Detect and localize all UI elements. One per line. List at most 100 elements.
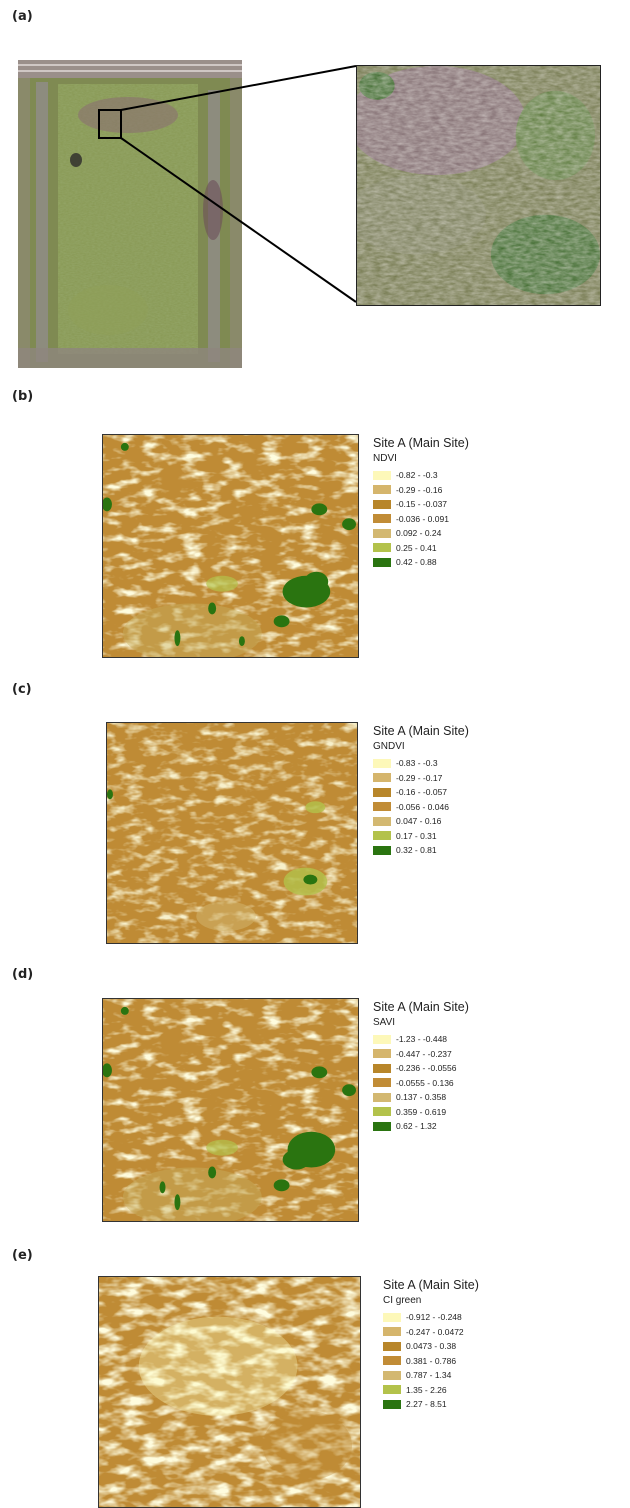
legend-item-label: 0.42 - 0.88: [396, 557, 437, 568]
legend-item-label: 0.17 - 0.31: [396, 830, 437, 841]
legend-item: -0.236 - -0.0556: [373, 1061, 469, 1076]
legend-site-title: Site A (Main Site): [383, 1278, 479, 1292]
legend-item-label: -0.16 - -0.057: [396, 787, 448, 798]
panel-b-label: (b): [12, 389, 34, 404]
legend-swatch: [373, 557, 391, 567]
legend-item: -0.447 - -0.237: [373, 1047, 469, 1062]
legend-item: -0.247 - 0.0472: [383, 1325, 479, 1340]
legend-swatch: [373, 845, 391, 855]
legend-swatch: [383, 1370, 401, 1380]
legend-swatch: [373, 485, 391, 495]
legend-item-label: -0.247 - 0.0472: [406, 1326, 464, 1337]
legend-item: 2.27 - 8.51: [383, 1397, 479, 1412]
legend-swatch: [373, 787, 391, 797]
legend-swatch: [383, 1327, 401, 1337]
legend-item: 0.047 - 0.16: [373, 814, 469, 829]
panel-e-label: (e): [12, 1248, 33, 1263]
legend-item-label: 1.35 - 2.26: [406, 1384, 447, 1395]
legend-item-label: -0.236 - -0.0556: [396, 1063, 457, 1074]
legend-swatch: [373, 816, 391, 826]
legend-site-title: Site A (Main Site): [373, 436, 469, 450]
legend-item: -0.912 - -0.248: [383, 1310, 479, 1325]
legend-swatch: [373, 831, 391, 841]
legend-item: 0.359 - 0.619: [373, 1105, 469, 1120]
legend-item-label: 0.359 - 0.619: [396, 1106, 447, 1117]
legend-item: -0.15 - -0.037: [373, 497, 469, 512]
panel-c-label: (c): [12, 682, 32, 697]
legend-item: -0.29 - -0.16: [373, 483, 469, 498]
legend-item: -0.0555 - 0.136: [373, 1076, 469, 1091]
ndvi-map: [102, 434, 359, 658]
ci-green-map: [98, 1276, 361, 1508]
legend-item: 0.092 - 0.24: [373, 526, 469, 541]
legend-item-label: 0.047 - 0.16: [396, 816, 442, 827]
legend-item-label: -1.23 - -0.448: [396, 1034, 448, 1045]
legend-item-label: -0.83 - -0.3: [396, 758, 438, 769]
legend-item: -0.036 - 0.091: [373, 512, 469, 527]
legend-item-label: 0.25 - 0.41: [396, 542, 437, 553]
legend-swatch: [373, 1092, 391, 1102]
legend-item: 0.32 - 0.81: [373, 843, 469, 858]
legend-item-label: 0.0473 - 0.38: [406, 1341, 457, 1352]
legend-item: -1.23 - -0.448: [373, 1032, 469, 1047]
legend-item: 1.35 - 2.26: [383, 1383, 479, 1398]
savi-map: [102, 998, 359, 1222]
legend-swatch: [383, 1399, 401, 1409]
legend-swatch: [383, 1385, 401, 1395]
legend-item-label: -0.29 - -0.17: [396, 772, 443, 783]
legend-index-name: GNDVI: [373, 741, 405, 752]
legend-swatch: [373, 528, 391, 538]
legend-swatch: [373, 1107, 391, 1117]
legend-item-label: 2.27 - 8.51: [406, 1399, 447, 1410]
legend-item-label: -0.0555 - 0.136: [396, 1077, 454, 1088]
legend-swatch: [383, 1341, 401, 1351]
legend-item: 0.62 - 1.32: [373, 1119, 469, 1134]
legend-item-label: -0.29 - -0.16: [396, 484, 443, 495]
zoom-connector: [98, 65, 357, 303]
legend-item-label: -0.82 - -0.3: [396, 470, 438, 481]
legend-item: -0.16 - -0.057: [373, 785, 469, 800]
panel-a-label: (a): [12, 9, 33, 24]
legend-item-label: 0.787 - 1.34: [406, 1370, 452, 1381]
legend-swatch: [373, 1049, 391, 1059]
legend-swatch: [373, 773, 391, 783]
legend-item-label: -0.447 - -0.237: [396, 1048, 452, 1059]
legend-item-label: 0.092 - 0.24: [396, 528, 442, 539]
legend-item: 0.42 - 0.88: [373, 555, 469, 570]
legend-index-name: CI green: [383, 1295, 422, 1306]
legend-item-label: -0.15 - -0.037: [396, 499, 448, 510]
legend-item: 0.381 - 0.786: [383, 1354, 479, 1369]
legend-site-title: Site A (Main Site): [373, 1000, 469, 1014]
legend-item: -0.056 - 0.046: [373, 800, 469, 815]
zoomed-field-image: [356, 65, 601, 306]
legend-swatch: [383, 1356, 401, 1366]
legend-swatch: [373, 514, 391, 524]
legend-item-label: -0.912 - -0.248: [406, 1312, 462, 1323]
legend-site-title: Site A (Main Site): [373, 724, 469, 738]
legend-item: -0.83 - -0.3: [373, 756, 469, 771]
legend-item: 0.25 - 0.41: [373, 541, 469, 556]
legend-swatch: [373, 1034, 391, 1044]
aerial-field-image: [18, 60, 242, 368]
legend-swatch: [373, 1078, 391, 1088]
legend-swatch: [373, 1063, 391, 1073]
legend-swatch: [373, 1121, 391, 1131]
ci-green-legend: Site A (Main Site) CI green -0.912 - -0.…: [383, 1278, 479, 1412]
legend-item: -0.29 - -0.17: [373, 771, 469, 786]
gndvi-map: [106, 722, 358, 944]
legend-item-label: 0.381 - 0.786: [406, 1355, 457, 1366]
legend-swatch: [383, 1312, 401, 1322]
legend-item-label: -0.056 - 0.046: [396, 801, 449, 812]
gndvi-legend: Site A (Main Site) GNDVI -0.83 - -0.3 -0…: [373, 724, 469, 858]
legend-swatch: [373, 543, 391, 553]
legend-index-name: NDVI: [373, 453, 397, 464]
ndvi-legend: Site A (Main Site) NDVI -0.82 - -0.3 -0.…: [373, 436, 469, 570]
legend-swatch: [373, 499, 391, 509]
legend-item-label: 0.137 - 0.358: [396, 1092, 447, 1103]
legend-swatch: [373, 470, 391, 480]
savi-legend: Site A (Main Site) SAVI -1.23 - -0.448 -…: [373, 1000, 469, 1134]
panel-d-label: (d): [12, 967, 34, 982]
legend-item: 0.0473 - 0.38: [383, 1339, 479, 1354]
legend-item: 0.17 - 0.31: [373, 829, 469, 844]
legend-item-label: -0.036 - 0.091: [396, 513, 449, 524]
